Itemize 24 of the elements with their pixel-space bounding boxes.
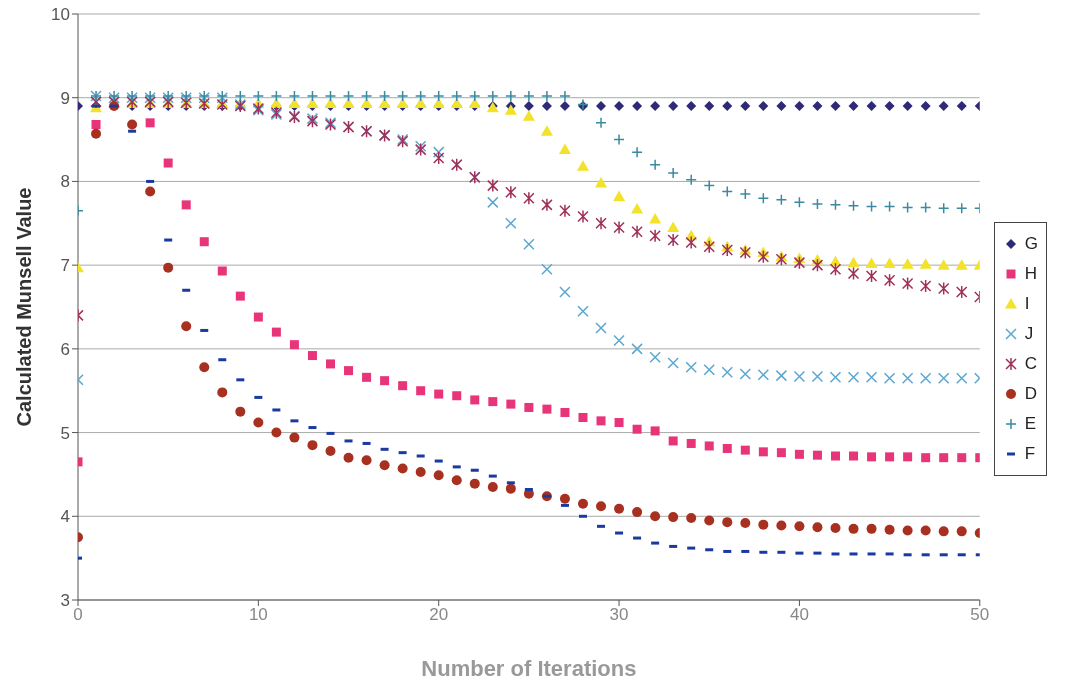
legend-label: G [1024, 234, 1038, 254]
x-tick-label: 0 [73, 605, 83, 625]
y-tick-label: 3 [60, 591, 70, 611]
x-axis-title: Number of Iterations [421, 655, 637, 681]
y-tick-label: 9 [60, 88, 70, 108]
x-tick-label: 30 [609, 605, 629, 625]
legend-label: J [1024, 324, 1034, 344]
y-axis-title: Calculated Munsell Value [13, 187, 36, 427]
legend-label: H [1024, 264, 1038, 284]
y-tick-label: 4 [60, 507, 70, 527]
legend-label: I [1024, 294, 1030, 314]
legend-label: E [1024, 414, 1037, 434]
y-tick-label: 8 [60, 172, 70, 192]
y-tick-label: 10 [51, 5, 70, 25]
x-tick-label: 40 [789, 605, 809, 625]
x-tick-label: 20 [429, 605, 449, 625]
legend-label: D [1024, 384, 1038, 404]
legend-label: F [1024, 444, 1036, 464]
y-tick-label: 7 [60, 256, 70, 276]
x-tick-label: 50 [970, 605, 990, 625]
legend-label: C [1024, 354, 1038, 374]
x-tick-label: 10 [248, 605, 268, 625]
y-tick-label: 6 [60, 339, 70, 359]
y-tick-label: 5 [60, 423, 70, 443]
